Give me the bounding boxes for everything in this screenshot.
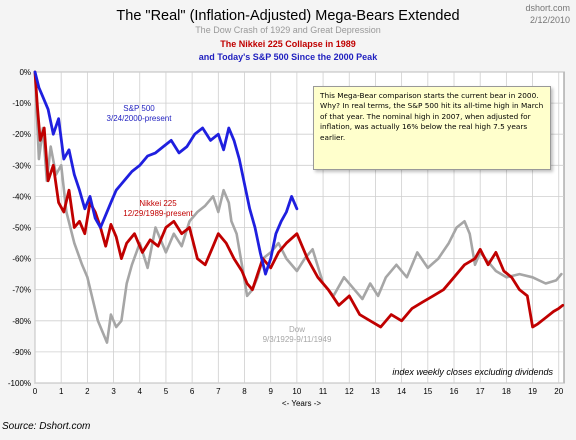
y-tick-label: -60% xyxy=(12,255,31,264)
chart-title: The "Real" (Inflation-Adjusted) Mega-Bea… xyxy=(116,8,459,24)
y-tick-label: -10% xyxy=(12,99,31,108)
y-tick-label: 0% xyxy=(19,68,31,77)
series-label-3: 3/24/2000-present xyxy=(107,114,173,123)
annotation-box: This Mega-Bear comparison starts the cur… xyxy=(313,86,551,170)
x-tick-label: 7 xyxy=(216,387,221,396)
series-label-1: Dow xyxy=(289,325,305,334)
x-tick-label: 3 xyxy=(111,387,116,396)
x-tick-label: 18 xyxy=(502,387,511,396)
x-tick-label: 0 xyxy=(33,387,38,396)
x-tick-label: 8 xyxy=(242,387,247,396)
chart-subtitle: The Dow Crash of 1929 and Great Depressi… xyxy=(195,25,381,35)
x-tick-label: 10 xyxy=(292,387,301,396)
chart-footnote: index weekly closes excluding dividends xyxy=(392,367,553,377)
series-label-2: Nikkei 225 xyxy=(139,199,177,208)
y-tick-label: -100% xyxy=(8,379,31,388)
x-tick-label: 11 xyxy=(319,387,328,396)
x-tick-label: 12 xyxy=(345,387,354,396)
series-label-3: S&P 500 xyxy=(123,104,155,113)
y-tick-label: -70% xyxy=(12,286,31,295)
y-tick-label: -90% xyxy=(12,348,31,357)
x-tick-label: 6 xyxy=(190,387,195,396)
y-tick-label: -80% xyxy=(12,317,31,326)
series-line-1 xyxy=(33,70,563,344)
x-tick-label: 14 xyxy=(397,387,406,396)
x-tick-label: 2 xyxy=(85,387,90,396)
y-tick-label: -50% xyxy=(12,224,31,233)
series-label-2: 12/29/1989-present xyxy=(123,209,193,218)
x-tick-label: 9 xyxy=(268,387,273,396)
series-line-3 xyxy=(33,70,299,276)
x-tick-label: 15 xyxy=(423,387,432,396)
series-line-2 xyxy=(33,70,565,329)
x-tick-label: 20 xyxy=(554,387,563,396)
chart-subtitle: The Nikkei 225 Collapse in 1989 xyxy=(220,39,356,49)
source-credit: Source: Dshort.com xyxy=(2,421,91,432)
x-tick-label: 19 xyxy=(528,387,537,396)
site-name: dshort.com xyxy=(525,3,570,13)
x-tick-label: 4 xyxy=(138,387,143,396)
x-tick-label: 13 xyxy=(371,387,380,396)
x-axis-label: <- Years -> xyxy=(282,399,321,408)
y-tick-label: -30% xyxy=(12,161,31,170)
y-tick-label: -20% xyxy=(12,130,31,139)
y-tick-label: -40% xyxy=(12,192,31,201)
x-tick-label: 1 xyxy=(59,387,64,396)
x-tick-label: 5 xyxy=(164,387,169,396)
chart-date: 2/12/2010 xyxy=(529,15,570,25)
x-tick-label: 17 xyxy=(476,387,485,396)
x-tick-label: 16 xyxy=(450,387,459,396)
series-label-1: 9/3/1929-9/11/1949 xyxy=(263,335,332,344)
chart-subtitle: and Today's S&P 500 Since the 2000 Peak xyxy=(199,52,378,62)
